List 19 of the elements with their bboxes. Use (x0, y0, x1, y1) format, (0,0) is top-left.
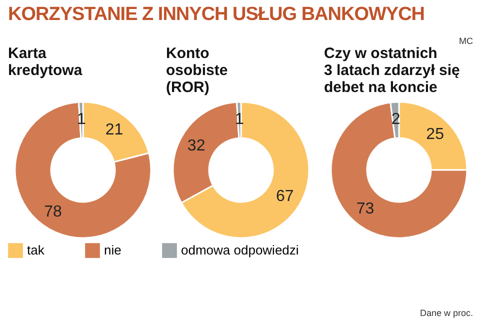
legend-label: odmowa odpowiedzi (181, 242, 299, 258)
chart-title: KORZYSTANIE Z INNYCH USŁUG BANKOWYCH (8, 4, 425, 26)
legend-label: nie (104, 242, 122, 258)
chart-subtitle: Czy w ostatnich 3 latach zdarzył się debet na koncie (324, 45, 460, 96)
donut-slice (14, 101, 152, 239)
legend-label: tak (27, 242, 45, 258)
data-label: 73 (356, 200, 374, 218)
data-label: 1 (76, 111, 86, 128)
chart-subtitle: Karta kredytowa (8, 45, 83, 79)
data-label: 32 (187, 137, 206, 154)
text: Dane w proc. (420, 308, 473, 318)
data-label: 1 (234, 111, 244, 128)
data-label: 21 (105, 122, 124, 139)
chart-subtitle: Konto osobiste (ROR) (166, 45, 228, 96)
donut-slice (330, 102, 468, 239)
data-label: 78 (44, 203, 62, 220)
data-label: 25 (426, 126, 444, 143)
text: MC (459, 36, 473, 46)
data-label: 67 (276, 188, 294, 205)
